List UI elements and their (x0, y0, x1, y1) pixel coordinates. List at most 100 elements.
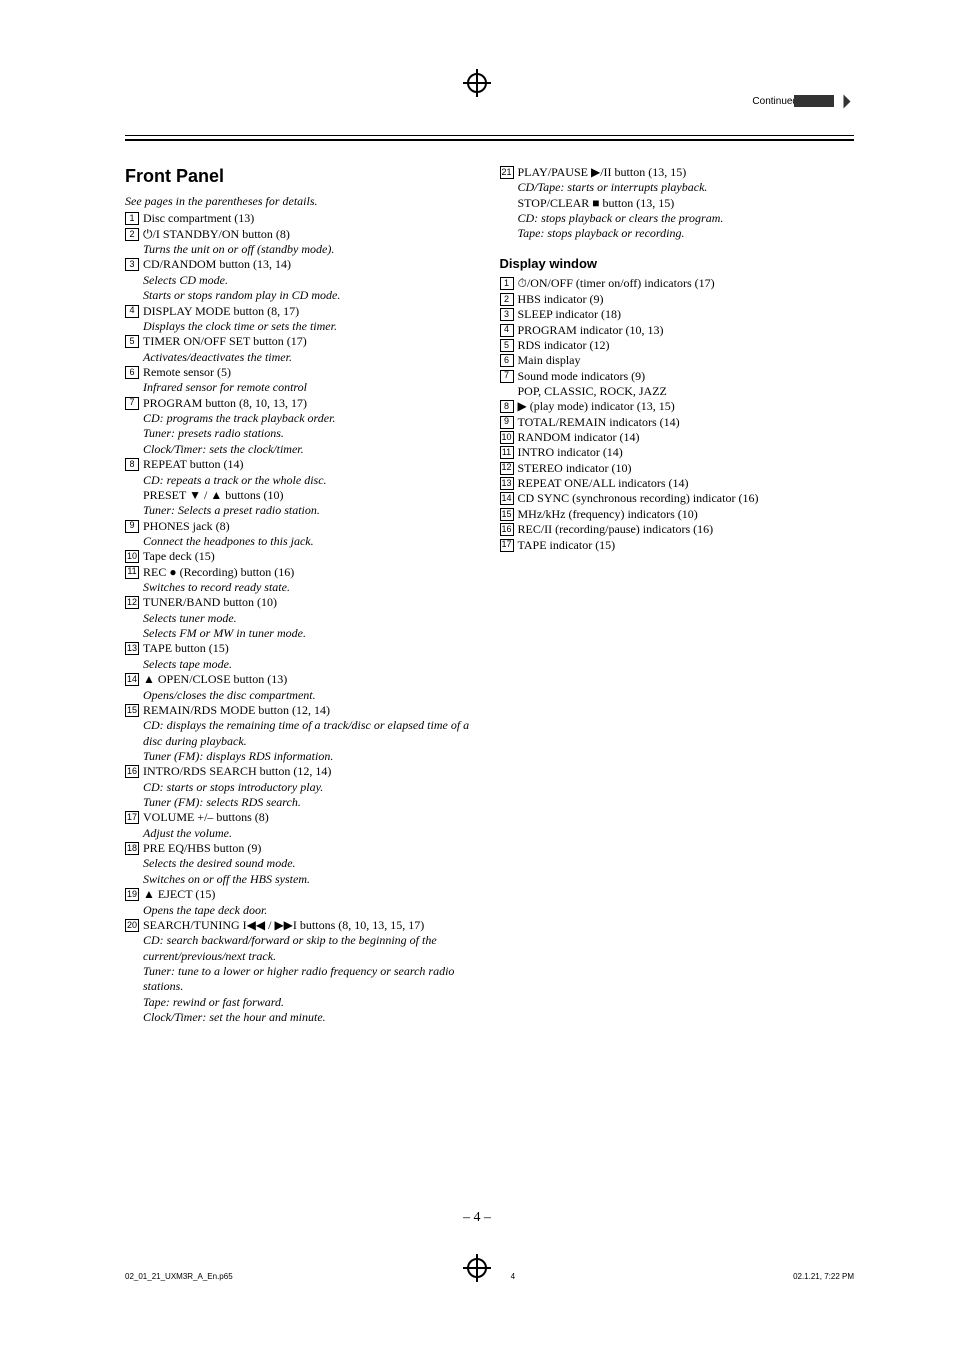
item-description: Opens the tape deck door. (143, 903, 480, 918)
list-item: 9PHONES jack (8)Connect the headpones to… (125, 519, 480, 550)
item-description: Switches to record ready state. (143, 580, 480, 595)
list-item: 2HBS indicator (9) (500, 292, 855, 307)
item-label: ⏻/I STANDBY/ON button (8) (143, 227, 480, 242)
item-body: SLEEP indicator (18) (518, 307, 855, 322)
list-item: 16INTRO/RDS SEARCH button (12, 14)CD: st… (125, 764, 480, 810)
item-label: MHz/kHz (frequency) indicators (10) (518, 507, 855, 522)
list-item: 15 MHz/kHz (frequency) indicators (10) (500, 507, 855, 522)
item-number: 5 (125, 335, 139, 348)
list-item: 16REC/II (recording/pause) indicators (1… (500, 522, 855, 537)
item-body: PHONES jack (8)Connect the headpones to … (143, 519, 480, 550)
display-window-title: Display window (500, 256, 855, 273)
item-body: Disc compartment (13) (143, 211, 480, 226)
list-item: 10 RANDOM indicator (14) (500, 430, 855, 445)
footer-date: 02.1.21, 7:22 PM (793, 1272, 854, 1281)
item-description: CD: stops playback or clears the program… (518, 211, 855, 226)
list-item: 11INTRO indicator (14) (500, 445, 855, 460)
list-item: 5TIMER ON/OFF SET button (17)Activates/d… (125, 334, 480, 365)
item-number: 14 (125, 673, 139, 686)
item-body: REC ● (Recording) button (16)Switches to… (143, 565, 480, 596)
item-body: Remote sensor (5)Infrared sensor for rem… (143, 365, 480, 396)
item-label: Disc compartment (13) (143, 211, 480, 226)
item-body: TUNER/BAND button (10)Selects tuner mode… (143, 595, 480, 641)
item-label: ▲ EJECT (15) (143, 887, 480, 902)
item-label: ⏱/ON/OFF (timer on/off) indicators (17) (518, 276, 855, 291)
item-description: CD: programs the track playback order. (143, 411, 480, 426)
item-body: PRE EQ/HBS button (9)Selects the desired… (143, 841, 480, 887)
item-number: 17 (125, 811, 139, 824)
item-body: SEARCH/TUNING I◀◀ / ▶▶I buttons (8, 10, … (143, 918, 480, 1026)
item-description: Starts or stops random play in CD mode. (143, 288, 480, 303)
list-item: 1 ⏱/ON/OFF (timer on/off) indicators (17) (500, 276, 855, 291)
item-label: RANDOM indicator (14) (518, 430, 855, 445)
item-body: ⏱/ON/OFF (timer on/off) indicators (17) (518, 276, 855, 291)
item-description: Activates/deactivates the timer. (143, 350, 480, 365)
item-description: Tape: rewind or fast forward. (143, 995, 480, 1010)
item-number: 5 (500, 339, 514, 352)
front-panel-list-continued: 21PLAY/PAUSE ▶/II button (13, 15)CD/Tape… (500, 165, 855, 242)
item-number: 8 (500, 400, 514, 413)
item-label: ▲ OPEN/CLOSE button (13) (143, 672, 480, 687)
list-item: 21PLAY/PAUSE ▶/II button (13, 15)CD/Tape… (500, 165, 855, 242)
item-number: 3 (500, 308, 514, 321)
continued-text: Continued (752, 96, 798, 107)
item-label: REPEAT button (14) (143, 457, 480, 472)
item-description: Switches on or off the HBS system. (143, 872, 480, 887)
list-item: 5 RDS indicator (12) (500, 338, 855, 353)
item-number: 6 (125, 366, 139, 379)
item-number: 12 (500, 462, 514, 475)
item-body: ▲ OPEN/CLOSE button (13)Opens/closes the… (143, 672, 480, 703)
item-label: POP, CLASSIC, ROCK, JAZZ (518, 384, 855, 399)
item-label: STEREO indicator (10) (518, 461, 855, 476)
item-label: TAPE indicator (15) (518, 538, 855, 553)
item-body: TAPE button (15)Selects tape mode. (143, 641, 480, 672)
item-label: CD SYNC (synchronous recording) indicato… (518, 491, 855, 506)
item-number: 15 (500, 508, 514, 521)
item-body: Tape deck (15) (143, 549, 480, 564)
front-panel-title: Front Panel (125, 165, 480, 188)
item-description: CD: displays the remaining time of a tra… (143, 718, 480, 749)
item-label: REPEAT ONE/ALL indicators (14) (518, 476, 855, 491)
item-number: 2 (125, 228, 139, 241)
item-label: INTRO indicator (14) (518, 445, 855, 460)
footer: 02_01_21_UXM3R_A_En.p65 4 02.1.21, 7:22 … (125, 1272, 854, 1281)
item-body: STEREO indicator (10) (518, 461, 855, 476)
item-description: Selects tape mode. (143, 657, 480, 672)
item-body: CD SYNC (synchronous recording) indicato… (518, 491, 855, 506)
display-window-list: 1 ⏱/ON/OFF (timer on/off) indicators (17)… (500, 276, 855, 552)
item-body: MHz/kHz (frequency) indicators (10) (518, 507, 855, 522)
item-number: 10 (125, 550, 139, 563)
item-body: ▶ (play mode) indicator (13, 15) (518, 399, 855, 414)
item-number: 7 (125, 397, 139, 410)
item-number: 8 (125, 458, 139, 471)
item-number: 1 (500, 277, 514, 290)
right-column: 21PLAY/PAUSE ▶/II button (13, 15)CD/Tape… (500, 165, 855, 1201)
item-label: TAPE button (15) (143, 641, 480, 656)
item-number: 15 (125, 704, 139, 717)
list-item: 8 ▶ (play mode) indicator (13, 15) (500, 399, 855, 414)
item-description: Selects the desired sound mode. (143, 856, 480, 871)
front-panel-list: 1Disc compartment (13)2⏻/I STANDBY/ON bu… (125, 211, 480, 1025)
item-description: Tuner: Selects a preset radio station. (143, 503, 480, 518)
item-label: REC ● (Recording) button (16) (143, 565, 480, 580)
item-number: 10 (500, 431, 514, 444)
item-label: PRE EQ/HBS button (9) (143, 841, 480, 856)
list-item: 14 ▲ OPEN/CLOSE button (13)Opens/closes t… (125, 672, 480, 703)
item-description: Clock/Timer: set the hour and minute. (143, 1010, 480, 1025)
item-number: 20 (125, 919, 139, 932)
item-body: TOTAL/REMAIN indicators (14) (518, 415, 855, 430)
item-label: STOP/CLEAR ■ button (13, 15) (518, 196, 855, 211)
item-number: 13 (500, 477, 514, 490)
list-item: 3 SLEEP indicator (18) (500, 307, 855, 322)
item-body: RANDOM indicator (14) (518, 430, 855, 445)
item-label: SLEEP indicator (18) (518, 307, 855, 322)
header-rule (125, 135, 854, 141)
footer-page: 4 (511, 1272, 515, 1281)
item-label: HBS indicator (9) (518, 292, 855, 307)
item-description: Tape: stops playback or recording. (518, 226, 855, 241)
item-number: 16 (500, 523, 514, 536)
page-number: – 4 – (463, 1210, 491, 1226)
item-label: SEARCH/TUNING I◀◀ / ▶▶I buttons (8, 10, … (143, 918, 480, 933)
item-label: RDS indicator (12) (518, 338, 855, 353)
item-body: PROGRAM button (8, 10, 13, 17)CD: progra… (143, 396, 480, 457)
